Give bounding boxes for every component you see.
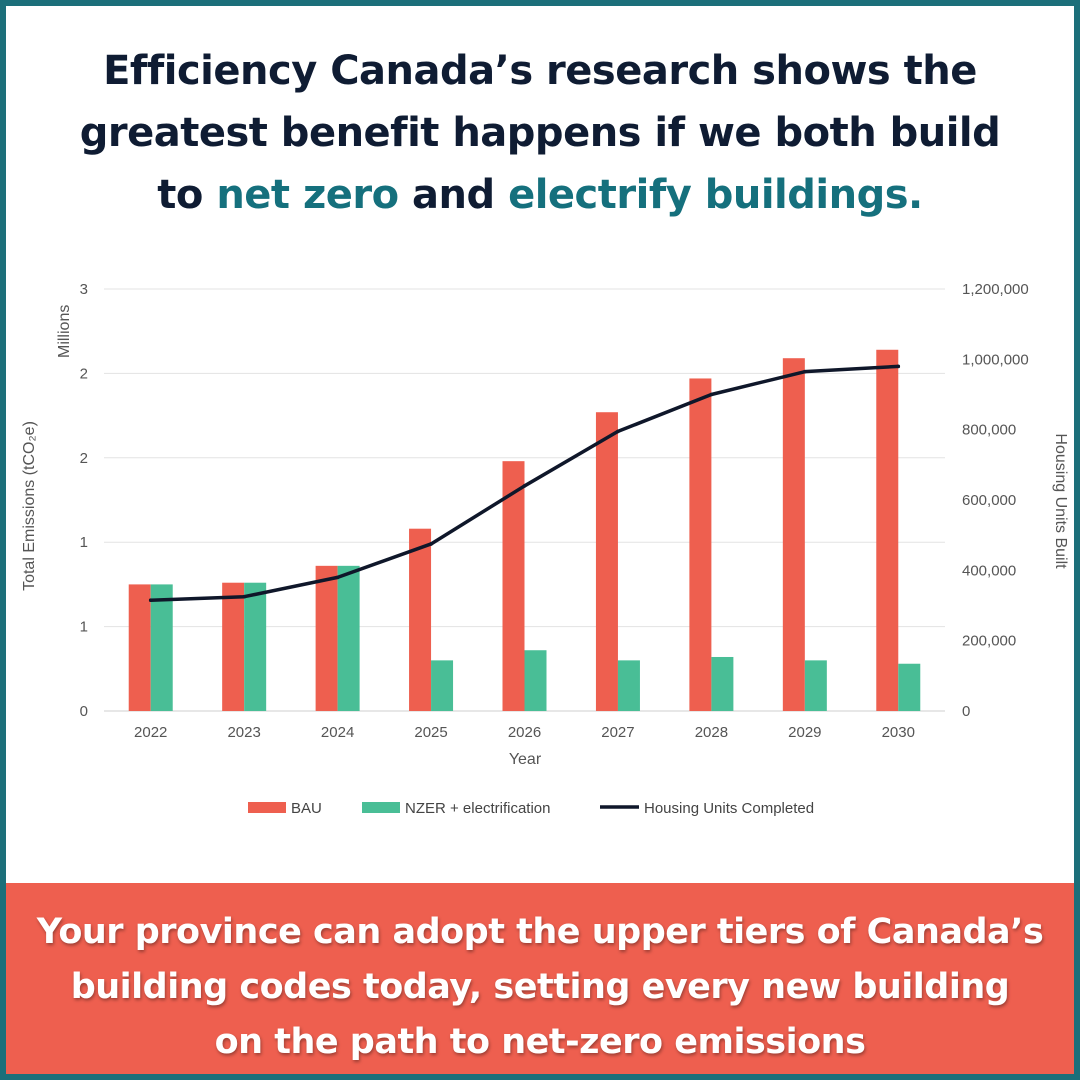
y-tick-label: 1 [80, 619, 88, 636]
legend-label-nzer: NZER + electrification [405, 800, 550, 817]
x-tick-label: 2025 [414, 724, 447, 741]
bar-nzer [150, 584, 173, 711]
housing-point [709, 392, 714, 397]
x-axis-title: Year [509, 751, 542, 768]
y2-tick-label: 1,200,000 [962, 281, 1029, 298]
bar-bau [782, 358, 805, 711]
x-tick-label: 2026 [508, 724, 541, 741]
bar-nzer [711, 656, 734, 711]
y2-tick-label: 200,000 [962, 633, 1016, 650]
headline-prefix: to [157, 172, 203, 218]
y2-tick-label: 800,000 [962, 422, 1016, 439]
bar-bau [502, 461, 525, 711]
housing-point [896, 364, 901, 369]
bar-nzer [524, 650, 547, 711]
footer-banner: Your province can adopt the upper tiers … [6, 883, 1074, 1074]
bar-bau [876, 349, 899, 711]
bar-bau [128, 584, 151, 711]
bar-bau [409, 528, 432, 711]
headline: Efficiency Canada’s research shows the g… [6, 40, 1074, 226]
x-tick-label: 2029 [788, 724, 821, 741]
y-tick-label: 0 [80, 703, 88, 720]
legend-swatch-nzer [362, 802, 400, 813]
x-tick-label: 2024 [321, 724, 354, 741]
housing-point [616, 429, 620, 434]
housing-point [803, 369, 807, 374]
y2-tick-label: 600,000 [962, 492, 1016, 509]
y2-tick-label: 400,000 [962, 562, 1016, 579]
bar-bau [315, 565, 338, 711]
x-tick-label: 2028 [695, 724, 728, 741]
headline-line-2: greatest benefit happens if we both buil… [79, 110, 1001, 156]
y2-tick-label: 0 [962, 703, 970, 720]
headline-line-1: Efficiency Canada’s research shows the [103, 48, 977, 94]
footer-line-1: Your province can adopt the upper tiers … [36, 912, 1044, 952]
footer-line-3: on the path to net-zero emissions [214, 1022, 866, 1062]
housing-point [335, 575, 340, 580]
housing-point [522, 484, 527, 488]
bar-nzer [804, 660, 827, 711]
housing-point [429, 542, 433, 546]
headline-line-3: to net zero and electrify buildings. [6, 164, 1074, 226]
bar-nzer [617, 660, 640, 711]
bar-bau [595, 412, 618, 711]
y2-axis-title: Housing Units Built [1052, 433, 1069, 569]
bar-nzer [337, 565, 360, 711]
emissions-housing-chart: 0 1 1 2 2 3 0 200,000 400,000 600,000 800,000 1,000… [21, 281, 1069, 817]
bar-bau [222, 582, 245, 711]
legend-label-housing: Housing Units Completed [644, 800, 814, 817]
headline-accent-electrify: electrify buildings. [508, 172, 923, 218]
y-tick-label: 2 [80, 365, 88, 382]
y-axis-units: Millions [56, 305, 73, 358]
y-tick-label: 3 [80, 281, 88, 298]
bar-nzer [898, 663, 921, 711]
legend-label-bau: BAU [291, 800, 322, 817]
y-tick-label: 1 [80, 534, 88, 551]
headline-connector: and [412, 172, 495, 218]
x-tick-label: 2030 [882, 724, 915, 741]
housing-point [242, 594, 246, 599]
legend-swatch-bau [248, 802, 286, 813]
x-tick-label: 2027 [601, 724, 634, 741]
x-tick-label: 2023 [227, 724, 260, 741]
housing-point [148, 598, 153, 603]
y-tick-label: 2 [80, 450, 88, 467]
y2-tick-label: 1,000,000 [962, 351, 1029, 368]
x-tick-label: 2022 [134, 724, 167, 741]
footer-line-2: building codes today, setting every new … [70, 967, 1010, 1007]
y-axis-title: Total Emissions (tCO₂e) [21, 421, 38, 591]
bar-nzer [244, 582, 267, 711]
headline-accent-net-zero: net zero [216, 172, 399, 218]
footer-text: Your province can adopt the upper tiers … [6, 905, 1074, 1070]
infographic-card: Efficiency Canada’s research shows the g… [6, 6, 1074, 1074]
bar-nzer [431, 660, 454, 711]
bar-bau [689, 378, 712, 711]
